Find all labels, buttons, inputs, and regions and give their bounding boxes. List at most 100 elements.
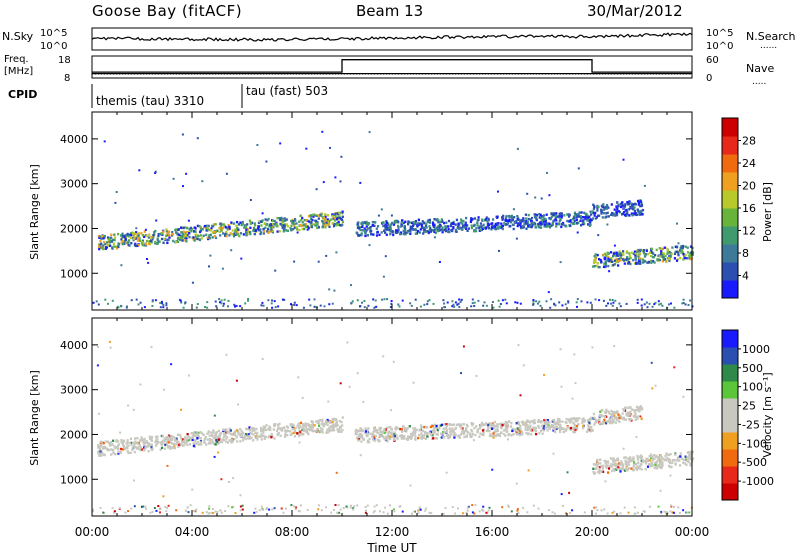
range-gate-cell xyxy=(112,439,115,442)
range-gate-cell xyxy=(634,212,637,215)
power-colorbar-segment xyxy=(722,280,738,299)
range-gate-cell xyxy=(501,227,504,231)
range-gate-cell xyxy=(457,225,460,228)
near-range-cell xyxy=(398,505,401,508)
range-gate-cell xyxy=(494,223,497,227)
range-gate-cell xyxy=(101,245,105,249)
x-tick-label: 16:00 xyxy=(475,525,510,539)
range-gate-cell xyxy=(527,426,530,429)
near-range-cell xyxy=(648,302,651,305)
range-gate-cell xyxy=(560,216,563,219)
range-gate-cell xyxy=(388,435,392,438)
near-range-cell xyxy=(317,504,320,507)
range-gate-cell xyxy=(178,233,181,236)
range-gate-cell xyxy=(133,441,136,444)
range-gate-cell xyxy=(579,224,583,227)
range-gate-cell xyxy=(101,247,104,250)
range-gate-cell xyxy=(669,255,672,258)
range-gate-cell xyxy=(120,441,123,444)
range-gate-cell xyxy=(604,206,607,209)
range-gate-cell xyxy=(321,431,324,434)
range-gate-cell xyxy=(492,434,495,437)
near-range-cell xyxy=(266,506,268,509)
range-gate-cell xyxy=(103,240,106,244)
range-gate-cell xyxy=(516,215,519,218)
range-gate-cell xyxy=(624,203,627,206)
range-gate-cell xyxy=(304,225,307,229)
range-gate-cell xyxy=(425,226,428,229)
range-gate-cell xyxy=(179,234,182,238)
nave-dots: ..... xyxy=(752,77,766,87)
range-gate-cell xyxy=(285,429,288,432)
range-gate-cell xyxy=(501,217,505,220)
range-gate-cell xyxy=(268,223,272,227)
range-gate-cell xyxy=(154,242,157,245)
range-gate-cell xyxy=(539,429,543,433)
range-gate-cell xyxy=(439,224,442,228)
range-gate-cell xyxy=(382,435,385,438)
sparse-cell xyxy=(274,269,277,272)
range-gate-cell xyxy=(521,432,524,435)
range-gate-cell xyxy=(634,256,637,259)
near-range-cell xyxy=(459,301,462,303)
range-gate-cell xyxy=(505,425,508,429)
range-gate-cell xyxy=(393,431,396,434)
range-gate-cell xyxy=(679,452,682,455)
near-range-cell xyxy=(671,511,674,514)
range-gate-cell xyxy=(338,216,341,219)
near-range-cell xyxy=(392,508,395,511)
range-gate-cell xyxy=(373,429,376,432)
range-gate-cell xyxy=(123,439,126,443)
near-range-cell xyxy=(521,506,524,509)
range-gate-cell xyxy=(131,236,134,240)
range-gate-cell xyxy=(381,430,384,434)
range-gate-cell xyxy=(476,221,479,225)
range-gate-cell xyxy=(442,432,445,436)
range-gate-cell xyxy=(644,468,647,471)
range-gate-cell xyxy=(628,467,631,470)
range-gate-cell xyxy=(291,218,294,222)
range-gate-cell xyxy=(426,433,429,436)
sparse-cell xyxy=(112,448,115,451)
sparse-cell xyxy=(462,345,465,348)
near-range-cell xyxy=(677,506,680,509)
range-gate-cell xyxy=(117,443,120,446)
range-gate-cell xyxy=(169,437,172,440)
range-gate-cell xyxy=(370,233,373,236)
range-gate-cell xyxy=(222,223,225,226)
near-range-cell xyxy=(306,508,309,511)
range-gate-cell xyxy=(160,443,164,446)
range-gate-cell xyxy=(413,222,417,225)
range-gate-cell xyxy=(510,221,513,224)
range-gate-cell xyxy=(166,440,169,443)
range-gate-cell xyxy=(611,260,614,263)
range-gate-cell xyxy=(161,435,164,438)
range-gate-cell xyxy=(463,224,466,227)
near-range-cell xyxy=(281,298,284,301)
range-gate-cell xyxy=(100,237,103,240)
range-gate-cell xyxy=(319,214,322,217)
sparse-cell xyxy=(321,130,324,133)
range-gate-cell xyxy=(600,212,603,215)
range-gate-cell xyxy=(379,430,382,434)
range-gate-cell xyxy=(337,216,340,219)
range-gate-cell xyxy=(218,441,221,445)
range-gate-cell xyxy=(361,428,364,431)
range-gate-cell xyxy=(623,213,627,217)
range-gate-cell xyxy=(527,213,530,217)
range-gate-cell xyxy=(525,217,528,220)
range-gate-cell xyxy=(602,464,605,467)
range-gate-cell xyxy=(524,213,527,216)
range-gate-cell xyxy=(602,203,605,206)
range-gate-cell xyxy=(593,423,596,426)
range-gate-cell xyxy=(143,244,146,247)
near-range-cell xyxy=(214,510,217,513)
range-gate-cell xyxy=(552,219,555,222)
range-gate-cell xyxy=(410,432,413,436)
sparse-cell xyxy=(328,288,331,291)
range-gate-cell xyxy=(181,226,184,229)
range-gate-cell xyxy=(270,228,273,231)
range-gate-cell xyxy=(339,425,342,429)
range-gate-cell xyxy=(508,225,511,228)
range-gate-cell xyxy=(243,436,246,440)
